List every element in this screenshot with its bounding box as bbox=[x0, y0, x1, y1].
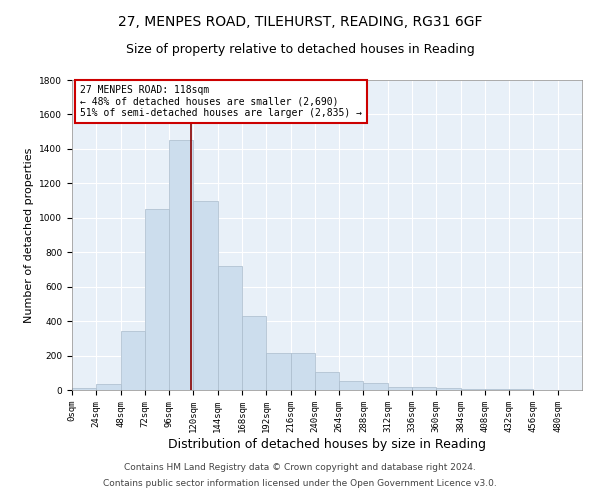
Bar bbox=[339, 380, 364, 390]
Bar bbox=[364, 383, 388, 390]
Text: Contains HM Land Registry data © Crown copyright and database right 2024.: Contains HM Land Registry data © Crown c… bbox=[124, 464, 476, 472]
Text: Contains public sector information licensed under the Open Government Licence v3: Contains public sector information licen… bbox=[103, 478, 497, 488]
Bar bbox=[412, 388, 436, 390]
Bar bbox=[388, 386, 412, 390]
Bar bbox=[72, 388, 96, 390]
Bar bbox=[145, 209, 169, 390]
Bar bbox=[266, 353, 290, 390]
X-axis label: Distribution of detached houses by size in Reading: Distribution of detached houses by size … bbox=[168, 438, 486, 450]
Bar bbox=[485, 389, 509, 390]
Bar bbox=[290, 353, 315, 390]
Text: Size of property relative to detached houses in Reading: Size of property relative to detached ho… bbox=[125, 42, 475, 56]
Bar bbox=[315, 372, 339, 390]
Text: 27, MENPES ROAD, TILEHURST, READING, RG31 6GF: 27, MENPES ROAD, TILEHURST, READING, RG3… bbox=[118, 15, 482, 29]
Bar bbox=[218, 266, 242, 390]
Text: 27 MENPES ROAD: 118sqm
← 48% of detached houses are smaller (2,690)
51% of semi-: 27 MENPES ROAD: 118sqm ← 48% of detached… bbox=[80, 84, 362, 118]
Bar bbox=[96, 384, 121, 390]
Bar bbox=[169, 140, 193, 390]
Bar bbox=[242, 316, 266, 390]
Bar bbox=[121, 332, 145, 390]
Bar bbox=[193, 200, 218, 390]
Y-axis label: Number of detached properties: Number of detached properties bbox=[24, 148, 34, 322]
Bar bbox=[461, 389, 485, 390]
Bar bbox=[436, 388, 461, 390]
